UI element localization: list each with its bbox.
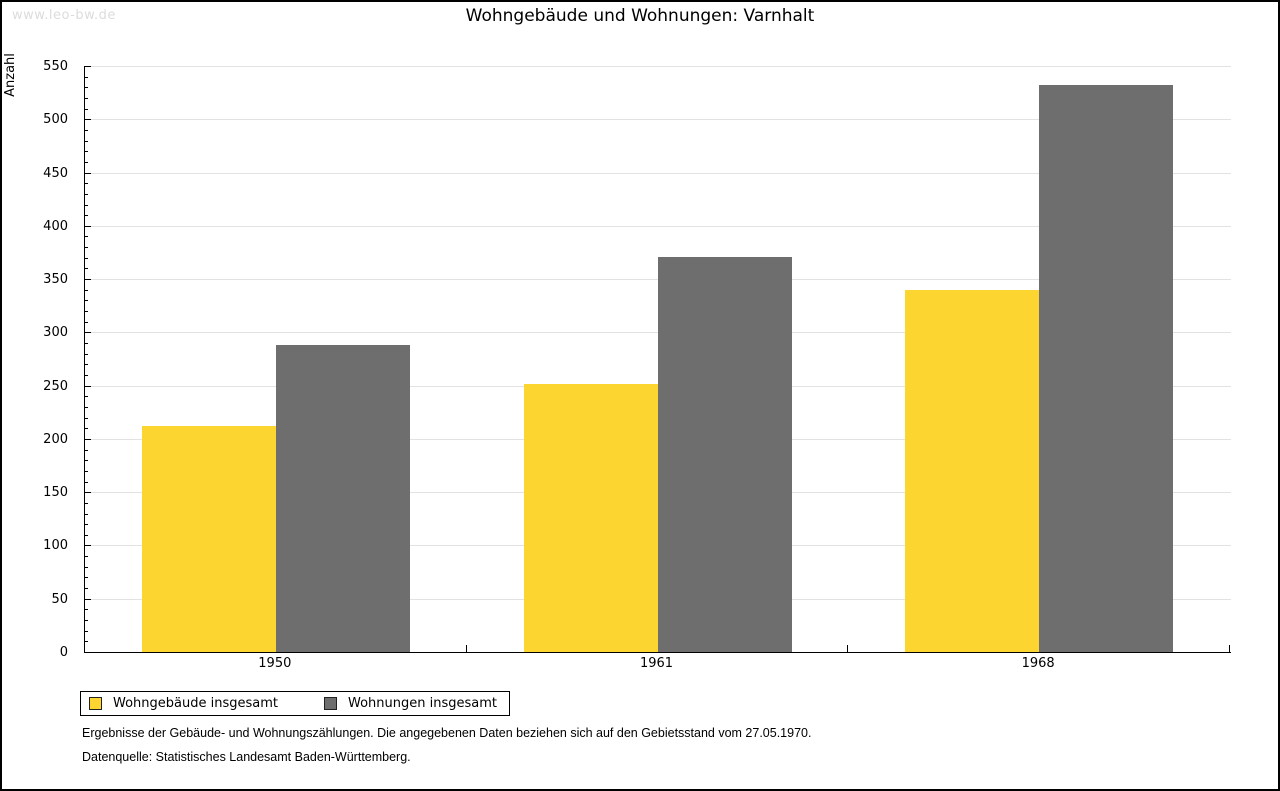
y-minor-tick-520 <box>85 97 88 99</box>
y-major-tick-550 <box>85 66 91 67</box>
y-minor-tick-460 <box>85 161 88 163</box>
y-minor-tick-30 <box>85 620 88 622</box>
y-minor-tick-310 <box>85 321 88 323</box>
y-minor-tick-430 <box>85 193 88 195</box>
y-major-tick-350 <box>85 279 91 281</box>
y-minor-tick-330 <box>85 300 88 302</box>
y-minor-tick-470 <box>85 151 88 153</box>
bar-1950-wohngebaeude <box>141 426 276 652</box>
gridline-450 <box>85 172 1231 174</box>
y-minor-tick-140 <box>85 502 88 504</box>
y-tick-label-200: 200 <box>43 431 68 447</box>
bar-1950-wohnungen <box>275 345 410 652</box>
y-minor-tick-40 <box>85 609 88 611</box>
y-minor-tick-510 <box>85 108 88 110</box>
y-major-tick-500 <box>85 119 91 121</box>
y-tick-label-450: 450 <box>43 165 68 181</box>
y-minor-tick-360 <box>85 268 88 270</box>
bar-1968-wohnungen <box>1039 85 1174 652</box>
gridline-500 <box>85 119 1231 121</box>
y-minor-tick-420 <box>85 204 88 206</box>
y-tick-label-50: 50 <box>51 591 68 607</box>
bar-1961-wohngebaeude <box>523 383 658 652</box>
x-category-tick-3 <box>1229 645 1230 652</box>
y-minor-tick-80 <box>85 566 88 568</box>
y-tick-label-350: 350 <box>43 272 68 288</box>
watermark: www.leo-bw.de <box>12 8 116 23</box>
gridline-400 <box>85 225 1231 227</box>
y-minor-tick-20 <box>85 630 88 632</box>
chart-title: Wohngebäude und Wohnungen: Varnhalt <box>465 6 815 26</box>
y-minor-tick-260 <box>85 374 88 376</box>
legend-label-wohnungen: Wohnungen insgesamt <box>348 696 497 711</box>
y-minor-tick-120 <box>85 524 88 526</box>
y-minor-tick-60 <box>85 588 88 590</box>
legend-item-wohngebaeude: Wohngebäude insgesamt <box>89 696 278 711</box>
y-major-tick-450 <box>85 172 91 174</box>
y-minor-tick-540 <box>85 76 88 78</box>
footnote-source-note: Ergebnisse der Gebäude- und Wohnungszähl… <box>82 726 812 740</box>
y-minor-tick-480 <box>85 140 88 142</box>
y-minor-tick-70 <box>85 577 88 579</box>
y-minor-tick-210 <box>85 428 88 430</box>
y-axis-tick-labels: 0 50 100 150 200 250 300 350 400 450 500 550 <box>2 59 76 660</box>
y-minor-tick-220 <box>85 417 88 419</box>
y-minor-tick-230 <box>85 406 88 408</box>
y-minor-tick-90 <box>85 556 88 558</box>
y-minor-tick-390 <box>85 236 88 238</box>
y-tick-label-300: 300 <box>43 325 68 341</box>
y-minor-tick-270 <box>85 364 88 366</box>
y-minor-tick-530 <box>85 87 88 89</box>
y-tick-label-0: 0 <box>59 645 68 660</box>
y-major-tick-300 <box>85 332 91 334</box>
y-minor-tick-370 <box>85 257 88 259</box>
y-minor-tick-440 <box>85 183 88 185</box>
bar-1968-wohngebaeude <box>905 289 1040 652</box>
x-axis-tick-labels: 1950 1961 1968 <box>84 656 1231 674</box>
y-minor-tick-320 <box>85 311 88 313</box>
legend-swatch-wohnungen <box>324 697 337 710</box>
y-minor-tick-190 <box>85 449 88 451</box>
legend: Wohngebäude insgesamt Wohnungen insgesam… <box>80 691 510 716</box>
x-tick-label-1950: 1950 <box>258 656 292 671</box>
y-minor-tick-380 <box>85 247 88 249</box>
y-minor-tick-10 <box>85 641 88 643</box>
y-tick-label-150: 150 <box>43 485 68 501</box>
x-tick-label-1968: 1968 <box>1021 656 1055 671</box>
y-minor-tick-180 <box>85 460 88 462</box>
y-minor-tick-240 <box>85 396 88 398</box>
y-minor-tick-340 <box>85 289 88 291</box>
footnotes: Ergebnisse der Gebäude- und Wohnungszähl… <box>82 726 811 774</box>
y-major-tick-100 <box>85 545 91 547</box>
x-tick-label-1961: 1961 <box>639 656 674 671</box>
y-minor-tick-160 <box>85 481 88 483</box>
y-tick-label-500: 500 <box>43 112 68 128</box>
x-category-tick-2 <box>847 645 848 652</box>
y-major-tick-250 <box>85 385 91 387</box>
y-major-tick-200 <box>85 438 91 440</box>
y-minor-tick-410 <box>85 215 88 217</box>
y-minor-tick-490 <box>85 129 88 131</box>
y-tick-label-400: 400 <box>43 218 68 234</box>
legend-label-wohngebaeude: Wohngebäude insgesamt <box>113 696 278 711</box>
y-tick-label-550: 550 <box>43 59 68 74</box>
y-tick-label-100: 100 <box>43 538 68 554</box>
bar-1961-wohnungen <box>657 256 792 652</box>
y-major-tick-150 <box>85 492 91 494</box>
y-minor-tick-290 <box>85 343 88 345</box>
y-minor-tick-280 <box>85 353 88 355</box>
y-minor-tick-130 <box>85 513 88 515</box>
gridline-550 <box>85 66 1231 67</box>
y-tick-label-250: 250 <box>43 378 68 394</box>
footnote-data-source: Datenquelle: Statistisches Landesamt Bad… <box>82 750 411 764</box>
legend-swatch-wohngebaeude <box>89 697 102 710</box>
legend-item-wohnungen: Wohnungen insgesamt <box>324 696 497 711</box>
plot-area <box>84 66 1231 653</box>
x-category-tick-1 <box>466 645 467 652</box>
y-major-tick-400 <box>85 225 91 227</box>
y-major-tick-50 <box>85 598 91 600</box>
y-minor-tick-110 <box>85 534 88 536</box>
y-minor-tick-170 <box>85 470 88 472</box>
